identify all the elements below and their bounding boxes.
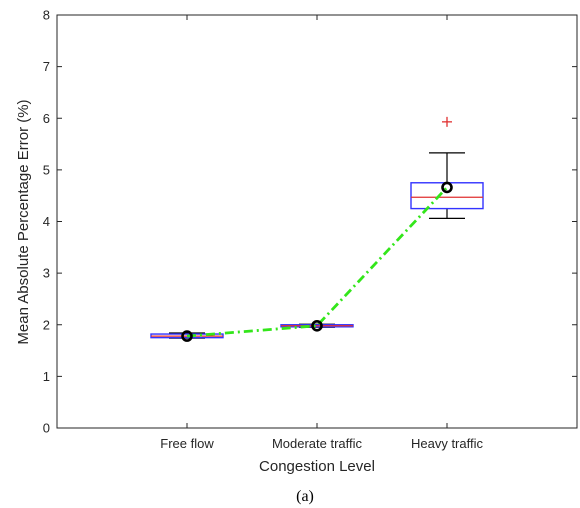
y-tick-label: 6 [43,111,50,126]
y-tick-label: 8 [43,8,50,23]
y-tick-label: 0 [43,421,50,436]
plot-area [56,14,578,429]
x-tick-label: Moderate traffic [272,436,363,451]
mean-marker [311,319,323,332]
y-tick-label: 3 [43,266,50,281]
x-axis-label: Congestion Level [259,458,375,475]
y-axis-label: Mean Absolute Percentage Error (%) [15,99,32,344]
y-tick-label: 4 [43,214,50,229]
y-tick-label: 5 [43,162,50,177]
outlier-marker [442,116,452,127]
mean-marker [181,330,193,342]
y-tick-label: 2 [43,317,50,332]
x-tick-label: Free flow [160,436,214,451]
figure-caption: (a) [296,488,314,505]
mean-line [186,186,449,338]
y-tick-label: 1 [43,369,50,384]
x-tick-label: Heavy traffic [411,436,484,451]
y-tick-label: 7 [43,59,50,74]
mean-marker [441,181,453,194]
